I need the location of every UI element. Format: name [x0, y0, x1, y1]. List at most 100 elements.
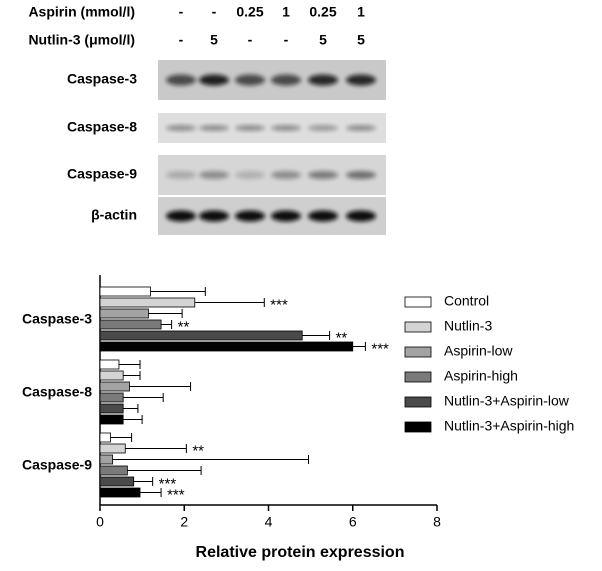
error-bar — [133, 477, 154, 486]
legend-swatch — [404, 296, 432, 308]
blot-row-label: Caspase-3 — [67, 71, 137, 87]
error-bar — [123, 371, 141, 380]
blot-band — [235, 210, 265, 222]
treatment-value: 1 — [282, 4, 290, 20]
legend-swatch — [404, 321, 432, 333]
error-bar — [150, 287, 206, 296]
blot-band — [235, 125, 265, 131]
treatment-value: 5 — [357, 32, 365, 48]
blot-band — [308, 125, 338, 131]
error-bar — [127, 466, 202, 475]
blot-band — [271, 125, 301, 131]
x-tick-label: 6 — [349, 514, 357, 530]
legend-swatch — [404, 396, 432, 408]
blot-band — [235, 171, 265, 179]
treatment-value: - — [179, 32, 184, 48]
error-bar — [194, 298, 265, 307]
significance-label: ** — [178, 318, 190, 335]
x-tick-label: 2 — [180, 514, 188, 530]
significance-label: *** — [371, 340, 389, 357]
blot-row-label: β-actin — [91, 207, 137, 223]
blot-band — [166, 74, 196, 86]
treatment-value: - — [284, 32, 289, 48]
blot-band — [346, 171, 376, 179]
blot-row-label: Caspase-9 — [67, 166, 137, 182]
error-bar — [112, 455, 310, 464]
error-bar — [148, 309, 183, 318]
error-bar — [352, 342, 366, 351]
treatment-label: Aspirin (mmol/l) — [28, 4, 135, 20]
blot-band — [271, 171, 301, 179]
blot-band — [199, 171, 229, 179]
significance-label: *** — [270, 296, 288, 313]
blot-band — [308, 74, 338, 86]
treatment-value: - — [248, 32, 253, 48]
blot-band — [308, 171, 338, 179]
error-bar — [140, 488, 162, 497]
bar — [99, 443, 126, 454]
bar — [99, 297, 196, 308]
bar — [99, 432, 111, 443]
bar — [99, 392, 124, 403]
bar — [99, 465, 128, 476]
treatment-value: - — [179, 4, 184, 20]
y-tick-label: Caspase-9 — [22, 457, 92, 473]
significance-label: *** — [167, 486, 185, 503]
x-tick-label: 8 — [433, 514, 441, 530]
blot-band — [346, 74, 376, 86]
legend-swatch — [404, 421, 432, 433]
legend-label: Nutlin-3+Aspirin-high — [444, 418, 574, 434]
blot-band — [346, 210, 376, 222]
error-bar — [110, 433, 133, 442]
blot-band — [308, 210, 338, 222]
y-tick-label: Caspase-3 — [22, 311, 92, 327]
treatment-label: Nutlin-3 (μmol/l) — [28, 32, 135, 48]
error-bar — [123, 404, 139, 413]
treatment-value: - — [212, 4, 217, 20]
bar — [99, 330, 303, 341]
bar — [99, 403, 124, 414]
bar — [99, 370, 124, 381]
blot-band — [199, 74, 229, 86]
error-bar — [123, 393, 164, 402]
bar — [99, 359, 120, 370]
bar — [99, 286, 151, 297]
x-axis-label: Relative protein expression — [196, 544, 405, 561]
significance-label: *** — [159, 475, 177, 492]
blot-band — [199, 210, 229, 222]
bar — [99, 308, 149, 319]
error-bar — [302, 331, 331, 340]
blot-band — [271, 210, 301, 222]
bar — [99, 454, 114, 465]
bar — [99, 381, 130, 392]
treatment-value: 1 — [357, 4, 365, 20]
bar — [99, 341, 354, 352]
blot-band — [346, 125, 376, 131]
blot-band — [166, 125, 196, 131]
error-bar — [118, 360, 141, 369]
blot-band — [235, 74, 265, 86]
treatment-value: 0.25 — [236, 4, 263, 20]
legend-label: Aspirin-high — [444, 368, 518, 384]
error-bar — [125, 444, 187, 453]
bar — [99, 476, 135, 487]
legend-swatch — [404, 371, 432, 383]
error-bar — [161, 320, 173, 329]
blot-band — [199, 125, 229, 131]
blot-row-label: Caspase-8 — [67, 119, 137, 135]
x-tick-label: 0 — [96, 514, 104, 530]
bar — [99, 487, 141, 498]
treatment-value: 5 — [210, 32, 218, 48]
treatment-value: 5 — [319, 32, 327, 48]
x-tick-label: 4 — [265, 514, 273, 530]
error-bar — [123, 415, 143, 424]
legend-label: Nutlin-3 — [444, 318, 492, 334]
y-tick-label: Caspase-8 — [22, 384, 92, 400]
legend-label: Nutlin-3+Aspirin-low — [444, 393, 570, 409]
bar — [99, 414, 124, 425]
legend-label: Control — [444, 293, 489, 309]
significance-label: ** — [336, 329, 348, 346]
blot-band — [166, 171, 196, 179]
blot-band — [166, 210, 196, 222]
